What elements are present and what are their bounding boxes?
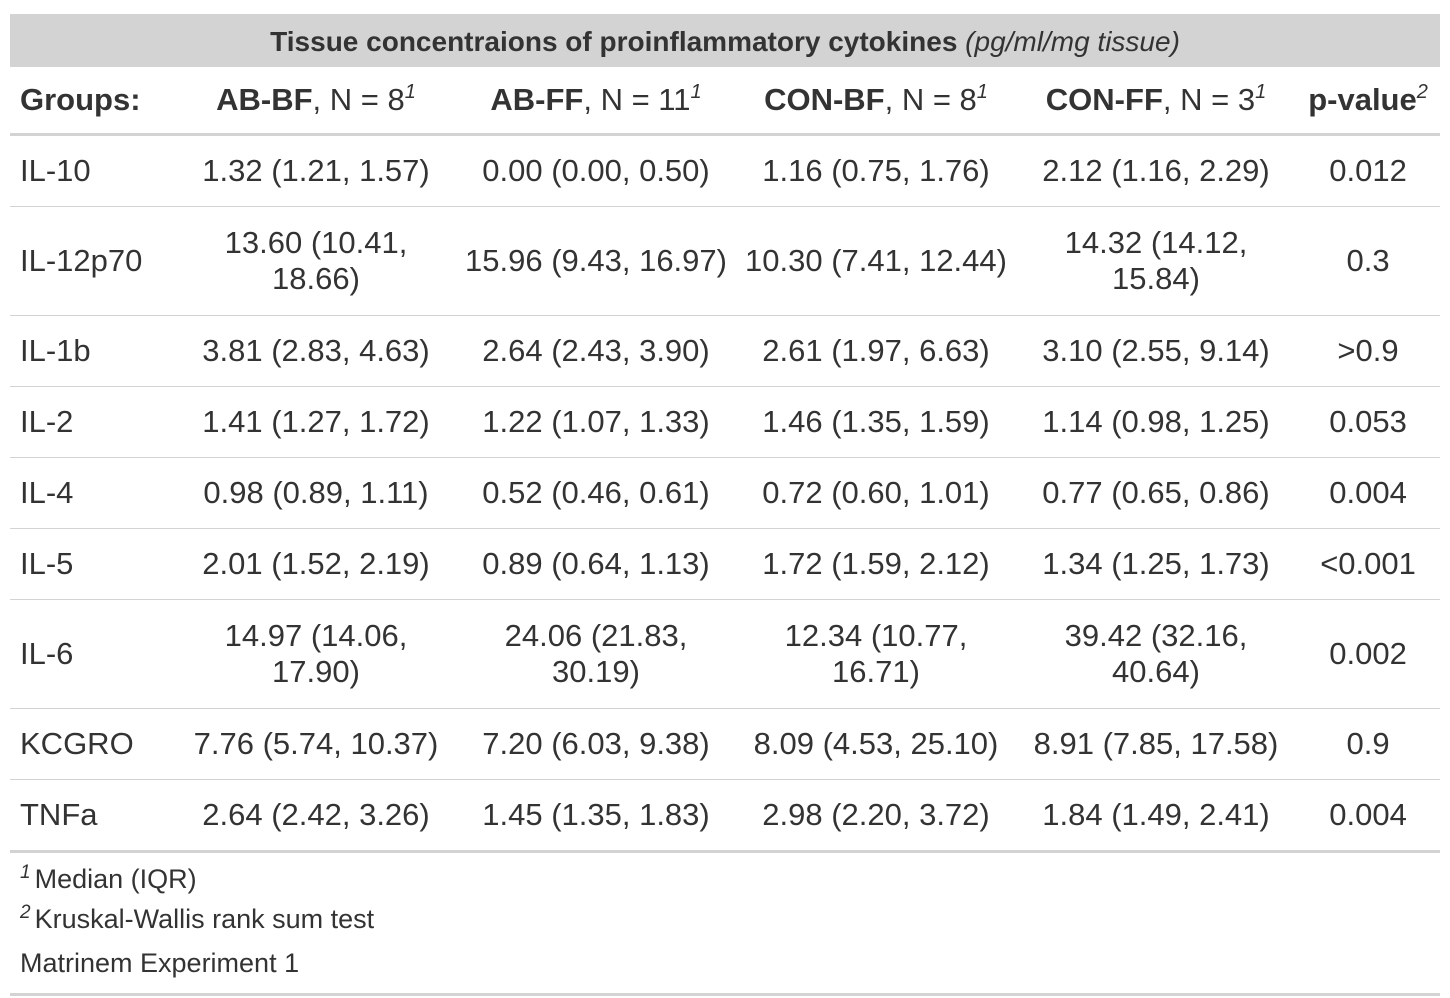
cell-ab-bf: 13.60 (10.41, 18.66) (176, 206, 456, 316)
cell-ab-bf: 1.41 (1.27, 1.72) (176, 386, 456, 458)
cell-ab-ff: 15.96 (9.43, 16.97) (456, 206, 736, 316)
cell-p-value: 0.3 (1296, 206, 1441, 316)
cell-p-value: >0.9 (1296, 315, 1441, 387)
cell-con-bf: 8.09 (4.53, 25.10) (736, 708, 1016, 780)
cell-con-ff: 0.77 (0.65, 0.86) (1016, 457, 1296, 529)
cell-ab-ff: 1.45 (1.35, 1.83) (456, 779, 736, 853)
cell-con-bf: 1.16 (0.75, 1.76) (736, 134, 1016, 207)
cell-con-ff: 1.84 (1.49, 2.41) (1016, 779, 1296, 853)
cell-p-value: 0.012 (1296, 134, 1441, 207)
cell-ab-bf: 1.32 (1.21, 1.57) (176, 134, 456, 207)
column-header-ab-ff: AB-FF, N = 111 (456, 67, 736, 136)
table-title: Tissue concentraions of proinflammatory … (10, 14, 1441, 67)
cell-p-value: 0.9 (1296, 708, 1441, 780)
cell-con-ff: 1.14 (0.98, 1.25) (1016, 386, 1296, 458)
row-label: IL-1b (10, 315, 176, 387)
row-label: TNFa (10, 779, 176, 853)
row-label: IL-4 (10, 457, 176, 529)
cell-con-ff: 2.12 (1.16, 2.29) (1016, 134, 1296, 207)
column-header-con-ff: CON-FF, N = 31 (1016, 67, 1296, 136)
table-row: IL-6 14.97 (14.06, 17.90) 24.06 (21.83, … (10, 599, 1441, 709)
row-label: IL-6 (10, 599, 176, 709)
cell-ab-ff: 0.00 (0.00, 0.50) (456, 134, 736, 207)
cell-con-ff: 8.91 (7.85, 17.58) (1016, 708, 1296, 780)
cell-p-value: 0.002 (1296, 599, 1441, 709)
cell-ab-bf: 14.97 (14.06, 17.90) (176, 599, 456, 709)
table-row: IL-12p70 13.60 (10.41, 18.66) 15.96 (9.4… (10, 206, 1441, 316)
table-title-main: Tissue concentraions of proinflammatory … (270, 26, 958, 57)
groups-header: Groups: (10, 67, 176, 136)
table-title-units: (pg/ml/mg tissue) (965, 26, 1180, 57)
cytokine-table-container: Tissue concentraions of proinflammatory … (10, 14, 1441, 996)
cell-con-bf: 2.98 (2.20, 3.72) (736, 779, 1016, 853)
row-label: IL-5 (10, 528, 176, 600)
cell-con-ff: 3.10 (2.55, 9.14) (1016, 315, 1296, 387)
row-label: IL-10 (10, 134, 176, 207)
table-row: IL-4 0.98 (0.89, 1.11) 0.52 (0.46, 0.61)… (10, 457, 1441, 529)
table-row: IL-10 1.32 (1.21, 1.57) 0.00 (0.00, 0.50… (10, 134, 1441, 207)
table-title-row: Tissue concentraions of proinflammatory … (10, 14, 1441, 67)
cell-ab-ff: 2.64 (2.43, 3.90) (456, 315, 736, 387)
column-header-ab-bf: AB-BF, N = 81 (176, 67, 456, 136)
cell-con-bf: 0.72 (0.60, 1.01) (736, 457, 1016, 529)
cell-ab-bf: 7.76 (5.74, 10.37) (176, 708, 456, 780)
row-label: IL-12p70 (10, 206, 176, 316)
row-label: KCGRO (10, 708, 176, 780)
cell-con-bf: 12.34 (10.77, 16.71) (736, 599, 1016, 709)
cell-con-ff: 1.34 (1.25, 1.73) (1016, 528, 1296, 600)
table-row: IL-5 2.01 (1.52, 2.19) 0.89 (0.64, 1.13)… (10, 528, 1441, 600)
cell-ab-ff: 7.20 (6.03, 9.38) (456, 708, 736, 780)
cell-ab-bf: 2.64 (2.42, 3.26) (176, 779, 456, 853)
footnote: 2 Kruskal-Wallis rank sum test (20, 902, 375, 934)
table-row: TNFa 2.64 (2.42, 3.26) 1.45 (1.35, 1.83)… (10, 779, 1441, 853)
column-header-con-bf: CON-BF, N = 81 (736, 67, 1016, 136)
table-row: IL-1b 3.81 (2.83, 4.63) 2.64 (2.43, 3.90… (10, 315, 1441, 387)
column-header-row: Groups: AB-BF, N = 81 AB-FF, N = 111 CON… (10, 67, 1441, 136)
cell-ab-ff: 0.89 (0.64, 1.13) (456, 528, 736, 600)
footnote: 1 Median (IQR) (20, 862, 197, 894)
cell-ab-ff: 1.22 (1.07, 1.33) (456, 386, 736, 458)
table-row: IL-2 1.41 (1.27, 1.72) 1.22 (1.07, 1.33)… (10, 386, 1441, 458)
cell-ab-ff: 0.52 (0.46, 0.61) (456, 457, 736, 529)
cell-con-bf: 1.46 (1.35, 1.59) (736, 386, 1016, 458)
column-header-p-value: p-value2 (1296, 67, 1441, 136)
row-label: IL-2 (10, 386, 176, 458)
table-row: KCGRO 7.76 (5.74, 10.37) 7.20 (6.03, 9.3… (10, 708, 1441, 780)
cell-con-bf: 2.61 (1.97, 6.63) (736, 315, 1016, 387)
cytokine-table: Tissue concentraions of proinflammatory … (10, 14, 1441, 853)
cell-con-bf: 1.72 (1.59, 2.12) (736, 528, 1016, 600)
cell-p-value: <0.001 (1296, 528, 1441, 600)
cell-p-value: 0.053 (1296, 386, 1441, 458)
cell-ab-bf: 2.01 (1.52, 2.19) (176, 528, 456, 600)
cell-ab-bf: 0.98 (0.89, 1.11) (176, 457, 456, 529)
table-footnotes: 1 Median (IQR) 2 Kruskal-Wallis rank sum t… (10, 853, 1440, 996)
cell-con-bf: 10.30 (7.41, 12.44) (736, 206, 1016, 316)
cell-con-ff: 14.32 (14.12, 15.84) (1016, 206, 1296, 316)
cell-p-value: 0.004 (1296, 779, 1441, 853)
cell-ab-bf: 3.81 (2.83, 4.63) (176, 315, 456, 387)
source-note: Matrinem Experiment 1 (20, 948, 300, 978)
cell-con-ff: 39.42 (32.16, 40.64) (1016, 599, 1296, 709)
cell-p-value: 0.004 (1296, 457, 1441, 529)
cell-ab-ff: 24.06 (21.83, 30.19) (456, 599, 736, 709)
